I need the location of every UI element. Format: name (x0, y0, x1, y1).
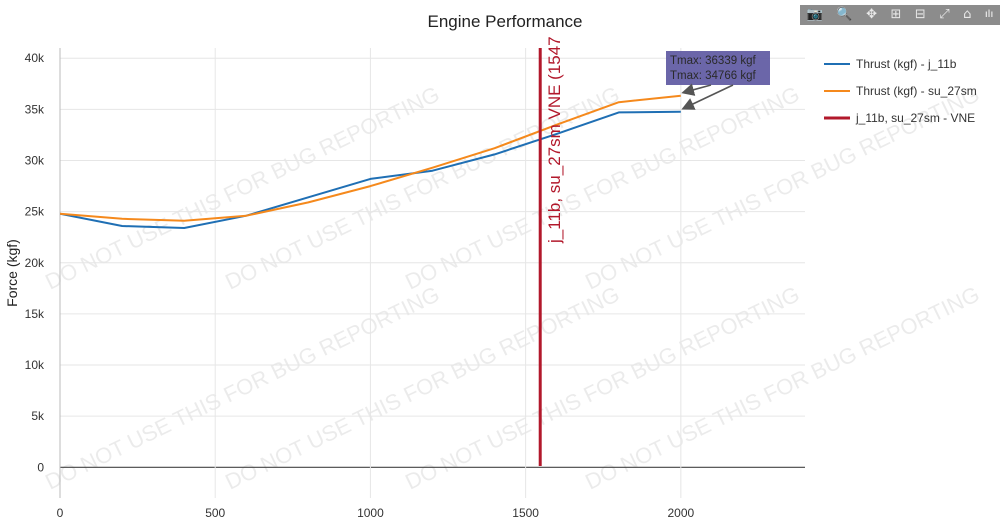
x-tick-label: 500 (205, 506, 225, 520)
annotation-arrow (681, 83, 712, 96)
camera-icon[interactable]: 📷 (806, 7, 823, 22)
x-tick-label: 0 (57, 506, 64, 520)
legend-label[interactable]: Thrust (kgf) - su_27sm (856, 84, 977, 98)
y-axis-label: Force (kgf) (4, 239, 20, 307)
legend: Thrust (kgf) - j_11b Thrust (kgf) - su_27… (824, 57, 977, 125)
annotation-arrow (681, 84, 734, 110)
x-tick-label: 1000 (357, 506, 384, 520)
y-tick-label: 25k (25, 205, 45, 219)
x-tick-label: 1500 (512, 506, 539, 520)
annotation-text: Tmax: 36339 kgf (670, 55, 756, 67)
series-line-0[interactable] (60, 110, 681, 229)
x-tick-label: 2000 (667, 506, 694, 520)
legend-label[interactable]: j_11b, su_27sm - VNE (855, 111, 975, 125)
plotly-logo-icon[interactable]: ılı (984, 9, 994, 20)
y-tick-label: 0 (37, 460, 44, 474)
y-tick-label: 40k (25, 51, 45, 65)
pan-icon[interactable]: ✥ (866, 7, 877, 22)
axis-layer: 0 5k 10k 15k 20k 25k 30k 35k 40k 0 500 1000 1500 2000 (25, 48, 695, 520)
annotation-box (666, 51, 770, 85)
zoom-out-icon[interactable]: ⊟ (914, 7, 926, 22)
chart-modebar: 📷 🔍 ✥ ⊞ ⊟ ⤢ ⌂ ılı (800, 5, 1000, 25)
series-line-1[interactable] (60, 94, 681, 222)
autoscale-icon[interactable]: ⤢ (939, 7, 950, 22)
y-tick-label: 10k (25, 358, 45, 372)
annotation-layer: Tmax: 36339 kgf Tmax: 34766 kgf (666, 51, 770, 110)
series-layer (60, 94, 681, 229)
chart-title: Engine Performance (428, 12, 583, 31)
zoom-in-icon[interactable]: ⊞ (890, 7, 902, 22)
grid-layer (60, 48, 805, 498)
zoom-icon[interactable]: 🔍 (836, 7, 853, 22)
legend-label[interactable]: Thrust (kgf) - j_11b (856, 57, 957, 71)
y-tick-label: 30k (25, 154, 45, 168)
vne-label: j_11b, su_27sm VNE (1547 (545, 36, 564, 244)
y-tick-label: 5k (31, 409, 45, 423)
home-icon[interactable]: ⌂ (963, 7, 972, 22)
y-tick-label: 20k (25, 256, 45, 270)
annotation-text: Tmax: 34766 kgf (670, 70, 756, 82)
y-tick-label: 15k (25, 307, 45, 321)
y-tick-label: 35k (25, 102, 45, 116)
vline-layer: j_11b, su_27sm VNE (1547 (538, 36, 564, 466)
